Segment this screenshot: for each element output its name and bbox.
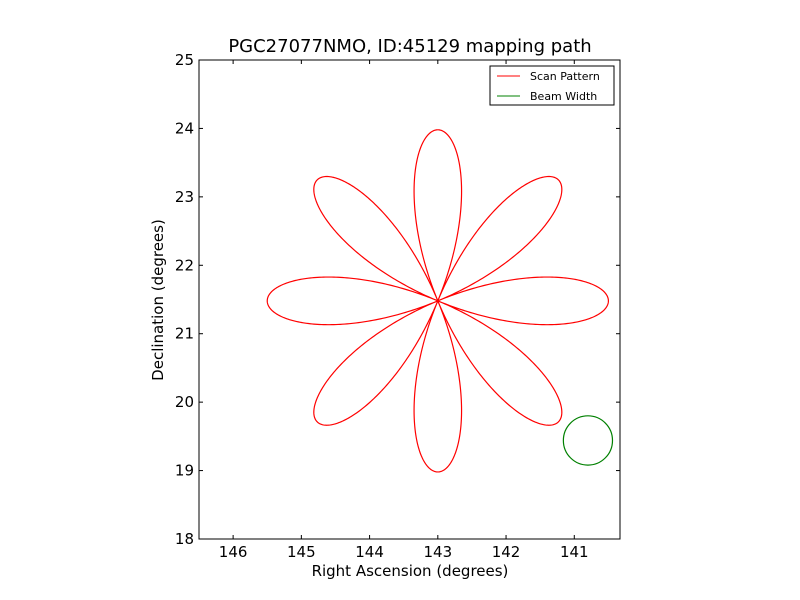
beam-width-circle [562,415,614,466]
legend-label-scan-pattern: Scan Pattern [530,70,600,83]
y-tick-label: 25 [175,51,194,69]
x-tick-label: 146 [219,543,248,561]
plot-frame [198,59,621,540]
x-tick-label: 142 [492,543,521,561]
x-axis-label: Right Ascension (degrees) [312,562,509,580]
chart-title: PGC27077NMO, ID:45129 mapping path [228,36,591,57]
series-layer [266,129,614,473]
ticks-layer: 146 145 144 143 142 141 18 19 20 21 22 23 24 25 [175,51,620,561]
scan-pattern-line [266,129,610,473]
y-tick-label: 20 [175,393,194,411]
y-axis-label: Declination (degrees) [149,219,167,381]
legend-box [489,65,615,106]
x-tick-label: 145 [287,543,316,561]
legend-label-beam-width: Beam Width [530,90,597,103]
y-tick-label: 18 [175,530,194,548]
legend: Scan Pattern Beam Width [489,65,615,106]
x-tick-label: 144 [355,543,384,561]
x-tick-label: 141 [560,543,589,561]
y-tick-label: 19 [175,462,194,480]
y-tick-label: 24 [175,119,194,137]
y-tick-label: 22 [175,256,194,274]
y-tick-label: 21 [175,325,194,343]
x-tick-label: 143 [423,543,452,561]
y-tick-label: 23 [175,188,194,206]
